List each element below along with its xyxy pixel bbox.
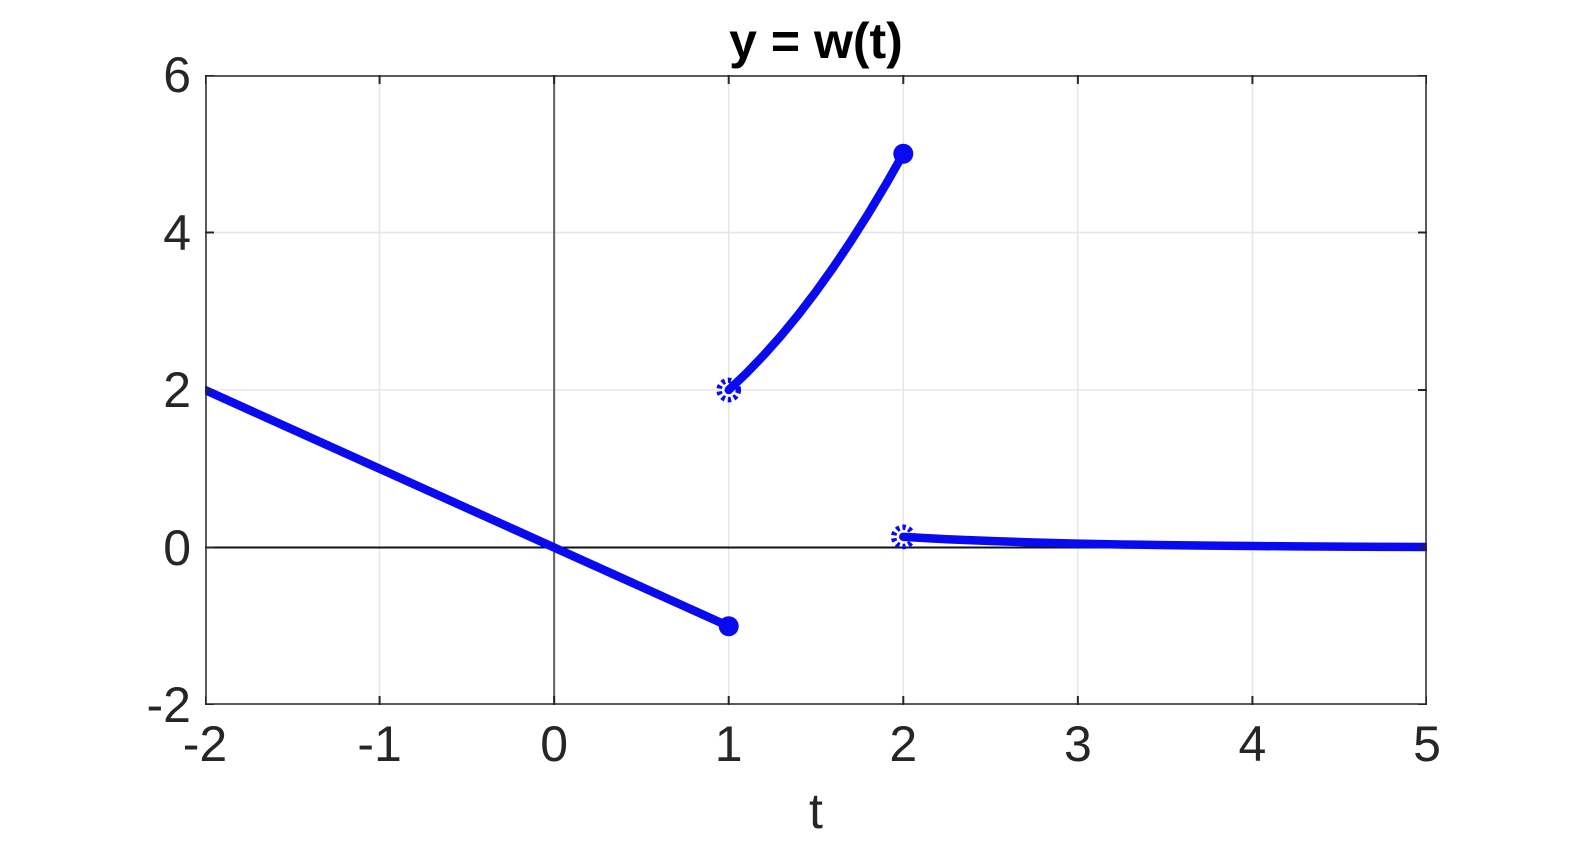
x-tick-label-1: 1 (714, 716, 743, 772)
y-tick-label-4: 4 (163, 204, 191, 261)
y-tick-label-0: 0 (163, 519, 191, 576)
curve-segment-3 (899, 532, 1427, 552)
chart-title: y = w(t) (729, 13, 903, 69)
plot-area (205, 75, 1427, 705)
piecewise-function-plot (205, 75, 1427, 705)
closed-endpoint-marker (718, 616, 739, 637)
y-tick-label--2: -2 (146, 677, 191, 733)
plot-box (205, 75, 1427, 705)
x-tick-label-2: 2 (889, 716, 918, 772)
y-tick-label-6: 6 (163, 47, 191, 103)
curve-segment-1 (205, 385, 733, 631)
x-tick-label-4: 4 (1238, 716, 1267, 772)
open-endpoint-marker (890, 524, 916, 550)
y-tick-label-2: 2 (163, 362, 191, 418)
closed-endpoint-marker (893, 143, 914, 164)
x-tick-label-3: 3 (1063, 716, 1092, 772)
open-endpoint-marker (716, 377, 742, 403)
x-tick-label--1: -1 (357, 716, 402, 772)
x-axis-label: t (809, 783, 823, 839)
x-tick-label--2: -2 (182, 716, 228, 772)
curve-segment-2 (724, 149, 908, 395)
x-tick-label-5: 5 (1413, 716, 1441, 772)
x-tick-label-0: 0 (540, 716, 569, 772)
